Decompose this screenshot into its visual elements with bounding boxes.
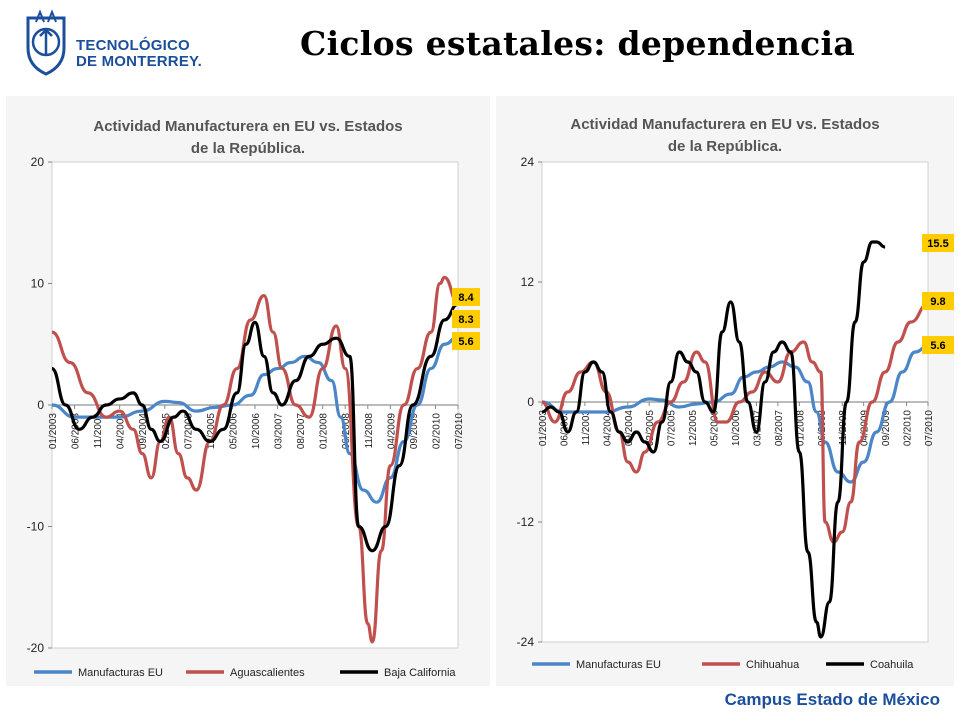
x-tick-label: 12/2005 — [206, 413, 217, 450]
y-tick-label: -20 — [27, 641, 45, 655]
institution-logo: TECNOLÓGICO DE MONTERREY. — [18, 8, 208, 80]
chart-title-line-1: Actividad Manufacturera en EU vs. Estado… — [570, 116, 880, 133]
y-tick-label: 24 — [521, 155, 535, 169]
x-tick-label: 03/2007 — [274, 413, 285, 450]
chart-aguascalientes-baja-california: 20 10 0 -10 -20 01/2003 06/2003 11/2003 04/2004 0… — [6, 96, 490, 686]
x-tick-label: 01/2003 — [538, 410, 549, 447]
chart-title-line-1: Actividad Manufacturera en EU vs. Estado… — [93, 118, 403, 135]
legend-label: Chihuahua — [746, 659, 800, 671]
x-tick-label: 11/2008 — [364, 413, 375, 449]
end-value-badge — [452, 288, 480, 306]
x-tick-label: 09/2009 — [881, 410, 892, 447]
end-value-badge — [452, 310, 480, 328]
series-line-baja-california — [51, 302, 459, 553]
logo-line-2: DE MONTERREY. — [76, 53, 202, 70]
legend-label: Aguascalientes — [230, 667, 305, 679]
x-tick-label: 02/2010 — [903, 410, 914, 447]
x-tick-label: 04/2009 — [386, 413, 397, 450]
x-tick-label: 10/2006 — [731, 410, 742, 447]
x-tick-label: 12/2005 — [688, 410, 699, 447]
shield-emblem-icon — [26, 9, 66, 76]
chart-chihuahua-coahuila: 24 12 0 -12 -24 01/2003 06/2003 11/2003 04/2004 0… — [496, 96, 954, 686]
chart-title-line-2: de la República. — [190, 140, 306, 157]
chart-title-line-2: de la República. — [667, 138, 783, 155]
end-value-badge — [922, 336, 954, 354]
x-tick-label: 02/2010 — [431, 413, 442, 450]
x-tick-label: 07/2005 — [667, 410, 678, 447]
y-tick-label: 12 — [521, 275, 535, 289]
end-value-label: 8.4 — [458, 292, 474, 304]
x-tick-label: 07/2010 — [924, 410, 935, 447]
end-value-badge — [922, 234, 954, 252]
end-value-label: 5.6 — [930, 340, 945, 352]
x-tick-label: 01/2008 — [795, 410, 806, 447]
y-tick-label: 0 — [37, 398, 44, 412]
legend-label: Manufacturas EU — [576, 659, 661, 671]
x-tick-label: 01/2003 — [48, 413, 59, 450]
series-line-aguascalientes — [51, 275, 459, 644]
x-tick-label: 11/2003 — [581, 410, 592, 446]
x-tick-label: 04/2004 — [602, 410, 613, 447]
x-tick-label: 06/2003 — [71, 413, 82, 450]
y-tick-label: -24 — [517, 635, 535, 649]
series-line-coahuila — [541, 240, 886, 639]
x-tick-label: 07/2010 — [454, 413, 465, 450]
x-tick-label: 04/2004 — [116, 413, 127, 450]
legend-label: Manufacturas EU — [78, 667, 163, 679]
y-tick-label: -10 — [27, 520, 45, 534]
logo-line-1: TECNOLÓGICO — [76, 37, 190, 54]
logo-wordmark: TECNOLÓGICO DE MONTERREY. — [76, 38, 202, 70]
x-tick-label: 06/2008 — [341, 413, 352, 450]
legend-label: Coahuila — [870, 659, 914, 671]
end-value-label: 5.6 — [458, 336, 473, 348]
x-tick-label: 10/2006 — [251, 413, 262, 450]
x-tick-label: 08/2007 — [296, 413, 307, 450]
end-value-label: 15.5 — [927, 238, 948, 250]
chart-canvas: 20 10 0 -10 -20 01/2003 06/2003 11/2003 04/2004 0… — [27, 155, 480, 679]
series-line-manufacturas-eu — [51, 335, 459, 504]
x-tick-label: 05/2006 — [228, 413, 239, 450]
x-tick-label: 02/2005 — [645, 410, 656, 447]
footer-campus: Campus Estado de México — [724, 690, 940, 709]
end-value-badge — [922, 292, 954, 310]
x-tick-label: 01/2008 — [319, 413, 330, 450]
end-value-badge — [452, 332, 480, 350]
x-tick-label: 11/2003 — [93, 413, 104, 449]
chart-title: Actividad Manufacturera en EU vs. Estado… — [496, 114, 954, 158]
x-tick-label: 09/2004 — [138, 413, 149, 450]
y-tick-label: 10 — [31, 277, 45, 291]
y-tick-label: -12 — [517, 515, 535, 529]
legend-label: Baja California — [384, 667, 456, 679]
x-tick-label: 09/2009 — [409, 413, 420, 450]
x-tick-label: 09/2004 — [624, 410, 635, 447]
chart-title: Actividad Manufacturera en EU vs. Estado… — [6, 116, 490, 160]
x-tick-label: 07/2005 — [183, 413, 194, 450]
end-value-label: 8.3 — [458, 314, 473, 326]
x-tick-label: 08/2007 — [774, 410, 785, 447]
y-tick-label: 20 — [31, 155, 45, 169]
x-tick-label: 05/2006 — [710, 410, 721, 447]
end-value-label: 9.8 — [930, 296, 945, 308]
slide-title: Ciclos estatales: dependencia — [300, 24, 856, 63]
y-tick-label: 0 — [527, 395, 534, 409]
